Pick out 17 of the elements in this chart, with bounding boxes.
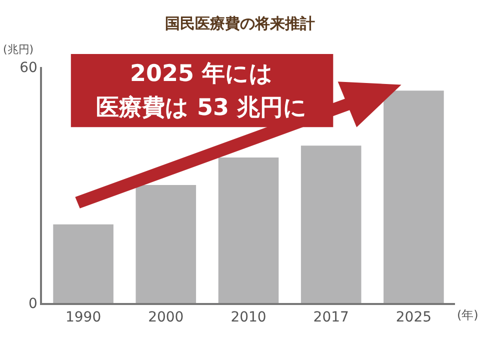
x-tick-label: 2025 (396, 310, 432, 326)
y-tick-label: 60 (20, 60, 38, 76)
y-tick-label: 0 (28, 296, 38, 312)
bar (218, 157, 279, 303)
chart-title: 国民医療費の将来推計 (165, 14, 315, 32)
y-axis-title: (兆円) (3, 43, 34, 56)
bar (384, 90, 444, 303)
x-tick-label: 2000 (148, 310, 184, 326)
bar (53, 224, 114, 303)
x-tick-label: 2010 (230, 310, 266, 326)
bar (136, 185, 196, 303)
annotation: 医療費は 53 兆円に (96, 94, 308, 121)
x-tick-label: 1990 (65, 310, 102, 326)
x-axis-title: (年) (457, 308, 478, 322)
bar (300, 146, 362, 303)
annotation: 2025 年には (130, 61, 274, 87)
x-tick-label: 2017 (313, 310, 349, 326)
